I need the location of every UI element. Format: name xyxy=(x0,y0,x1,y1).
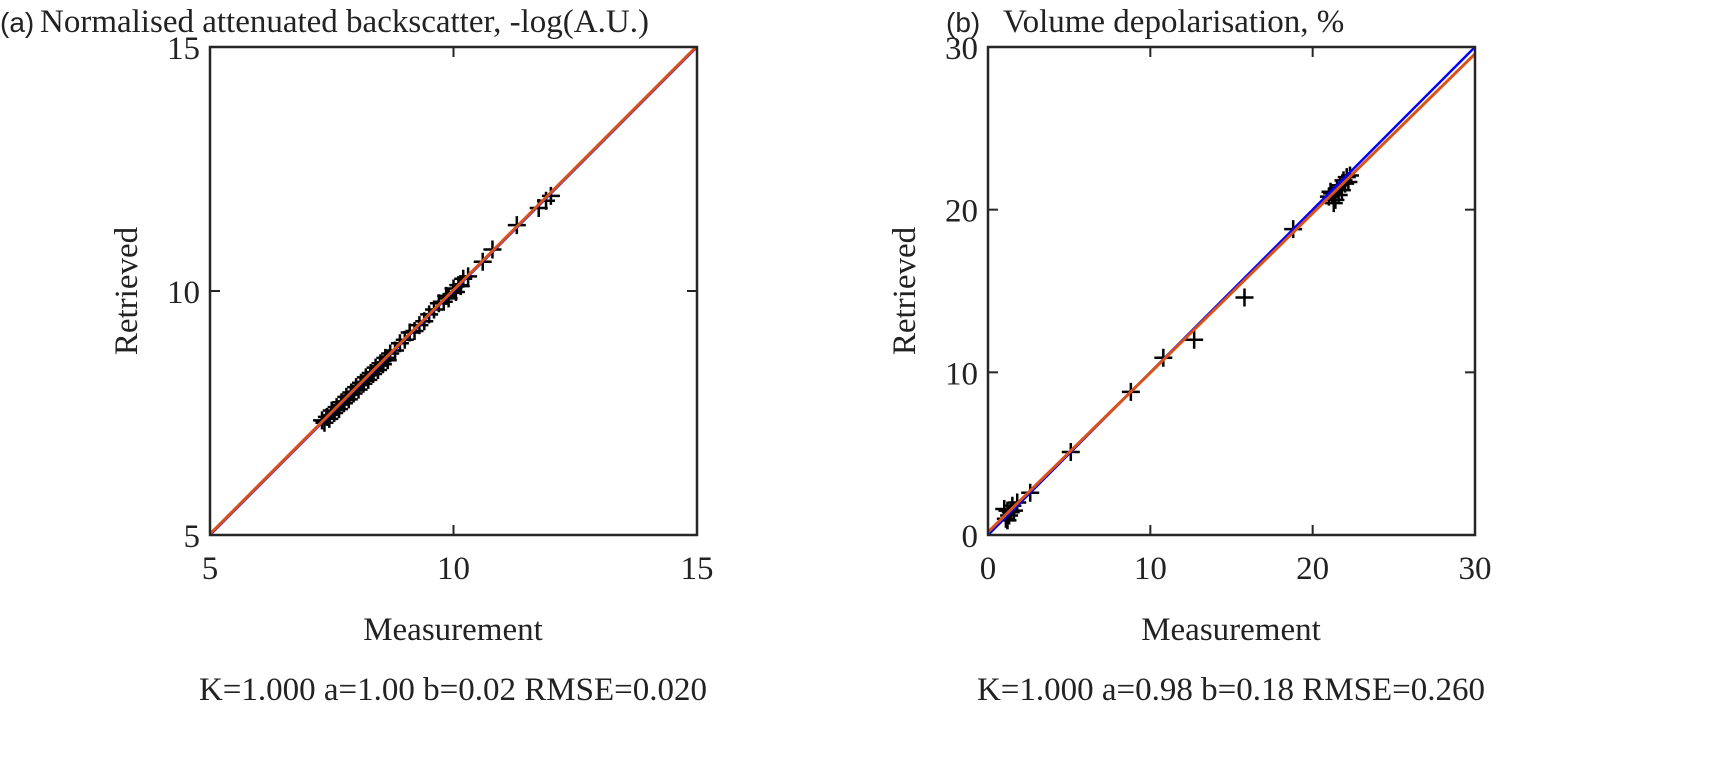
data-point xyxy=(541,186,560,205)
data-point xyxy=(529,199,548,218)
y-tick-label: 30 xyxy=(945,31,978,67)
x-tick-label: 15 xyxy=(681,551,714,587)
y-tick-label: 10 xyxy=(945,356,978,392)
panel-a: (a) Normalised attenuated backscatter, -… xyxy=(0,4,714,708)
y-axis-label: Retrieved xyxy=(887,226,923,355)
stats-text: K=1.000 a=0.98 b=0.18 RMSE=0.260 xyxy=(977,672,1485,708)
x-tick-label: 20 xyxy=(1296,551,1329,587)
y-tick-label: 15 xyxy=(167,31,200,67)
data-point xyxy=(1235,288,1254,307)
x-axis-label: Measurement xyxy=(363,612,543,648)
x-tick-label: 30 xyxy=(1459,551,1492,587)
data-point xyxy=(1185,330,1204,349)
panel-label: (b) xyxy=(946,7,980,38)
y-tick-label: 5 xyxy=(184,519,201,555)
y-tick-label: 20 xyxy=(945,194,978,230)
panel-label: (a) xyxy=(0,7,34,38)
fit-line xyxy=(210,47,697,535)
x-tick-label: 5 xyxy=(202,551,219,587)
x-axis-label: Measurement xyxy=(1141,612,1321,648)
axes-box xyxy=(986,45,1477,537)
panel-b: (b) Volume depolarisation, % Measurement… xyxy=(887,4,1492,708)
chart-title: Volume depolarisation, % xyxy=(1003,4,1344,40)
chart-title: Normalised attenuated backscatter, -log(… xyxy=(40,4,649,40)
x-tick-label: 10 xyxy=(1134,551,1167,587)
fit-line xyxy=(988,52,1475,534)
y-axis-label: Retrieved xyxy=(109,226,145,355)
stats-text: K=1.000 a=1.00 b=0.02 RMSE=0.020 xyxy=(199,672,707,708)
x-tick-label: 0 xyxy=(980,551,997,587)
x-tick-label: 10 xyxy=(437,551,470,587)
y-tick-label: 10 xyxy=(167,275,200,311)
axes-box xyxy=(208,45,699,537)
y-tick-label: 0 xyxy=(962,519,979,555)
data-point xyxy=(451,277,470,296)
